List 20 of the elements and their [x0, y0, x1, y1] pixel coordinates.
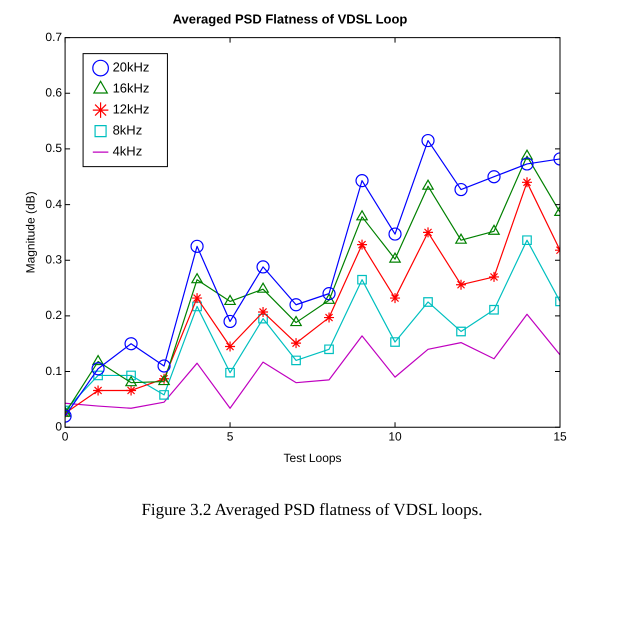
y-tick-label: 0.4 — [45, 196, 62, 211]
legend-label: 4kHz — [112, 144, 142, 159]
y-tick-label: 0.5 — [45, 141, 62, 156]
x-tick-label: 10 — [388, 430, 402, 444]
chart-title: Averaged PSD Flatness of VDSL Loop — [172, 11, 408, 26]
y-tick-label: 0.1 — [45, 364, 62, 378]
legend-label: 20kHz — [112, 60, 150, 75]
x-tick-label: 5 — [226, 430, 234, 444]
y-tick-label: 0.7 — [45, 30, 62, 44]
x-axis-title: Test Loops — [284, 451, 342, 466]
x-tick-label: 15 — [553, 430, 567, 444]
legend-label: 8kHz — [112, 122, 142, 138]
caption: Figure 3.2 Averaged PSD flatness of VDSL loops. — [140, 500, 484, 520]
y-tick-label: 0.6 — [45, 86, 62, 100]
y-tick-label: 0.2 — [45, 308, 62, 322]
legend-label: 16kHz — [112, 80, 150, 96]
y-tick-label: 0 — [55, 420, 62, 434]
legend-label: 12kHz — [112, 102, 150, 117]
y-tick-label: 0.3 — [45, 252, 62, 267]
y-axis-title: Magnitude (dB) — [24, 191, 38, 274]
